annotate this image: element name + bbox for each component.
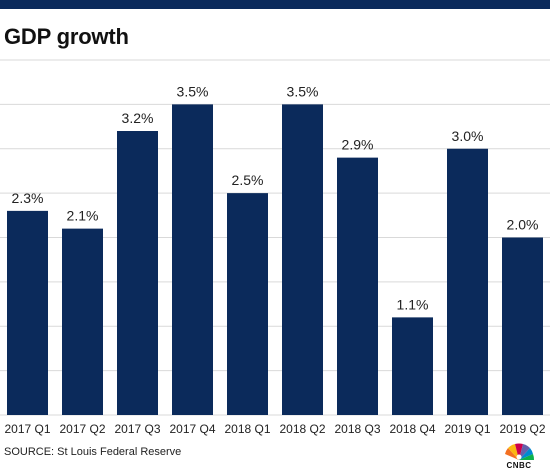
bar-2019-q2 (502, 237, 543, 415)
x-tick-label: 2018 Q4 (389, 422, 435, 436)
x-tick-label: 2017 Q2 (59, 422, 105, 436)
bar-2019-q1 (447, 148, 488, 415)
x-tick-label: 2017 Q3 (114, 422, 160, 436)
chart-title: GDP growth (4, 24, 129, 49)
value-label: 1.1% (397, 296, 429, 312)
x-tick-label: 2017 Q1 (4, 422, 50, 436)
value-label: 3.5% (287, 83, 319, 99)
peacock-icon (505, 443, 535, 460)
cnbc-logo: CNBC (496, 440, 542, 470)
value-label: 2.5% (232, 172, 264, 188)
value-label: 2.3% (12, 190, 44, 206)
value-label: 3.0% (452, 128, 484, 144)
x-tick-label: 2018 Q2 (279, 422, 325, 436)
source-note: SOURCE: St Louis Federal Reserve (4, 446, 182, 458)
bar-2017-q2 (62, 228, 103, 415)
value-label: 2.1% (67, 208, 99, 224)
logo-text: CNBC (506, 461, 532, 470)
value-label: 2.0% (507, 217, 539, 233)
bar-2018-q3 (337, 157, 378, 415)
x-tick-label: 2018 Q3 (334, 422, 380, 436)
value-label: 3.2% (122, 110, 154, 126)
x-tick-label: 2018 Q1 (224, 422, 270, 436)
bar-2017-q4 (172, 104, 213, 415)
value-label: 3.5% (177, 83, 209, 99)
gdp-bar-chart: 2.3% 2017 Q1 2.1% 2017 Q2 3.2% 2017 Q3 3.5% 201… (0, 59, 550, 436)
value-label: 2.9% (342, 137, 374, 153)
x-tick-label: 2017 Q4 (169, 422, 215, 436)
top-accent-bar (0, 0, 550, 9)
bar-2018-q2 (282, 104, 323, 415)
bar-2018-q1 (227, 193, 268, 415)
bar-2017-q3 (117, 131, 158, 415)
x-tick-label: 2019 Q2 (499, 422, 545, 436)
bar-2017-q1 (7, 210, 48, 415)
bar-2018-q4 (392, 317, 433, 415)
x-tick-label: 2019 Q1 (444, 422, 490, 436)
